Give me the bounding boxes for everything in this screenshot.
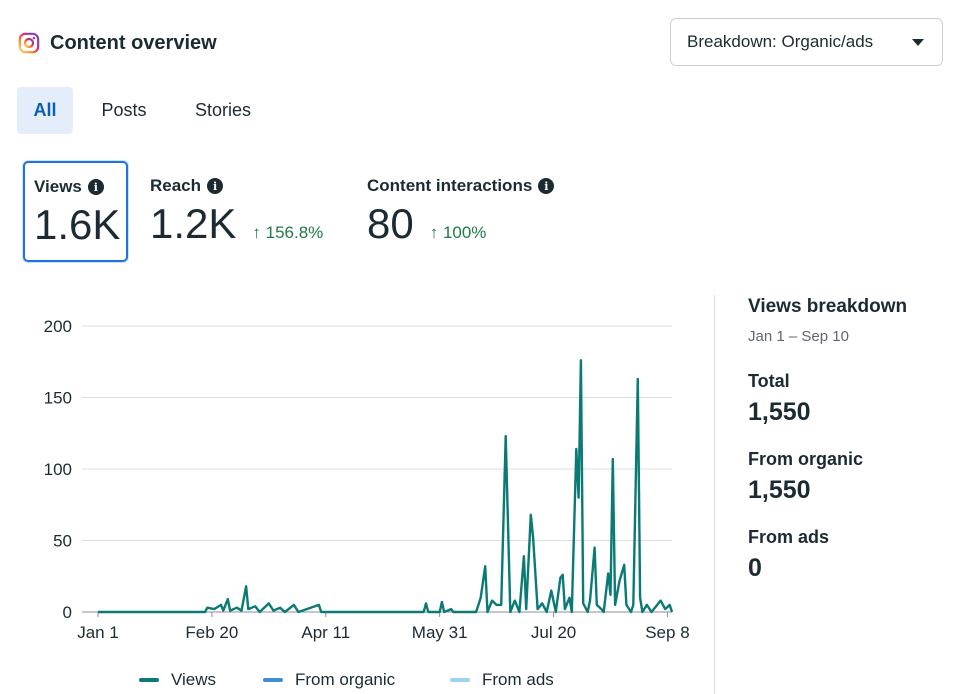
legend-item-ads[interactable]: From ads — [450, 670, 554, 690]
tab-stories[interactable]: Stories — [194, 100, 252, 120]
breakdown-title: Views breakdown — [748, 296, 908, 317]
instagram-icon — [18, 32, 40, 54]
metric-card-reach[interactable]: Reach i 1.2K ↑ 156.8% — [150, 176, 323, 248]
ads-label: From ads — [748, 527, 830, 547]
metric-change-interactions: ↑ 100% — [429, 223, 487, 242]
views-breakdown-panel: Views breakdown Jan 1 – Sep 10 Total 1,5… — [748, 296, 948, 583]
caret-down-icon — [912, 38, 924, 46]
info-icon[interactable]: i — [207, 178, 224, 194]
x-tick-label: Jan 1 — [77, 623, 119, 642]
x-tick-label: Jul 20 — [531, 623, 576, 642]
x-tick-label: May 31 — [412, 623, 468, 642]
legend-swatch-organic — [263, 678, 283, 682]
y-tick-label: 0 — [63, 603, 72, 622]
metric-value-views: 1.6K — [34, 201, 121, 248]
metric-value-interactions: 80 — [367, 200, 414, 247]
legend-label-organic: From organic — [295, 670, 396, 689]
legend-swatch-views — [139, 678, 159, 682]
views-line-chart: 0 50 100 150 200 Jan 1 Feb 20 Apr 11 May 31 Jul 2… — [44, 317, 690, 642]
tab-all[interactable]: All — [17, 87, 73, 134]
ads-value: 0 — [748, 554, 762, 582]
info-icon[interactable]: i — [538, 178, 555, 194]
x-tick-label: Apr 11 — [301, 623, 350, 642]
y-tick-label: 150 — [44, 389, 72, 408]
content-tabs: All Posts Stories — [17, 87, 271, 134]
legend-item-views[interactable]: Views — [139, 670, 216, 690]
vertical-divider — [714, 295, 715, 694]
legend-label-views: Views — [171, 670, 217, 689]
page-title: Content overview — [50, 31, 217, 54]
legend-label-ads: From ads — [482, 670, 554, 689]
y-tick-label: 50 — [53, 532, 72, 551]
metric-label-interactions: Content interactions — [367, 176, 533, 195]
chart-legend: Views From organic From ads — [0, 670, 700, 692]
metric-card-interactions[interactable]: Content interactions i 80 ↑ 100% — [367, 176, 555, 248]
organic-label: From organic — [748, 449, 864, 469]
metric-value-reach: 1.2K — [150, 200, 237, 247]
metric-label-reach: Reach — [150, 176, 202, 195]
organic-value: 1,550 — [748, 476, 811, 504]
y-tick-label: 100 — [44, 460, 72, 479]
total-value: 1,550 — [748, 398, 811, 426]
breakdown-date-range: Jan 1 – Sep 10 — [748, 328, 849, 345]
y-tick-label: 200 — [44, 317, 72, 336]
legend-item-organic[interactable]: From organic — [263, 670, 395, 690]
x-tick-label: Feb 20 — [185, 623, 238, 642]
metric-label-views: Views — [34, 177, 82, 196]
info-icon[interactable]: i — [87, 179, 104, 195]
total-label: Total — [748, 371, 790, 391]
metric-card-views[interactable]: Views i 1.6K — [23, 161, 128, 262]
tab-posts[interactable]: Posts — [101, 100, 147, 120]
series-line-views — [98, 359, 674, 614]
legend-swatch-ads — [450, 678, 470, 682]
metric-change-reach: ↑ 156.8% — [252, 223, 324, 242]
page-header: Content overview — [18, 28, 217, 58]
breakdown-label: Breakdown: Organic/ads — [687, 32, 874, 51]
x-tick-label: Sep 8 — [645, 623, 689, 642]
breakdown-dropdown[interactable]: Breakdown: Organic/ads — [670, 18, 943, 66]
